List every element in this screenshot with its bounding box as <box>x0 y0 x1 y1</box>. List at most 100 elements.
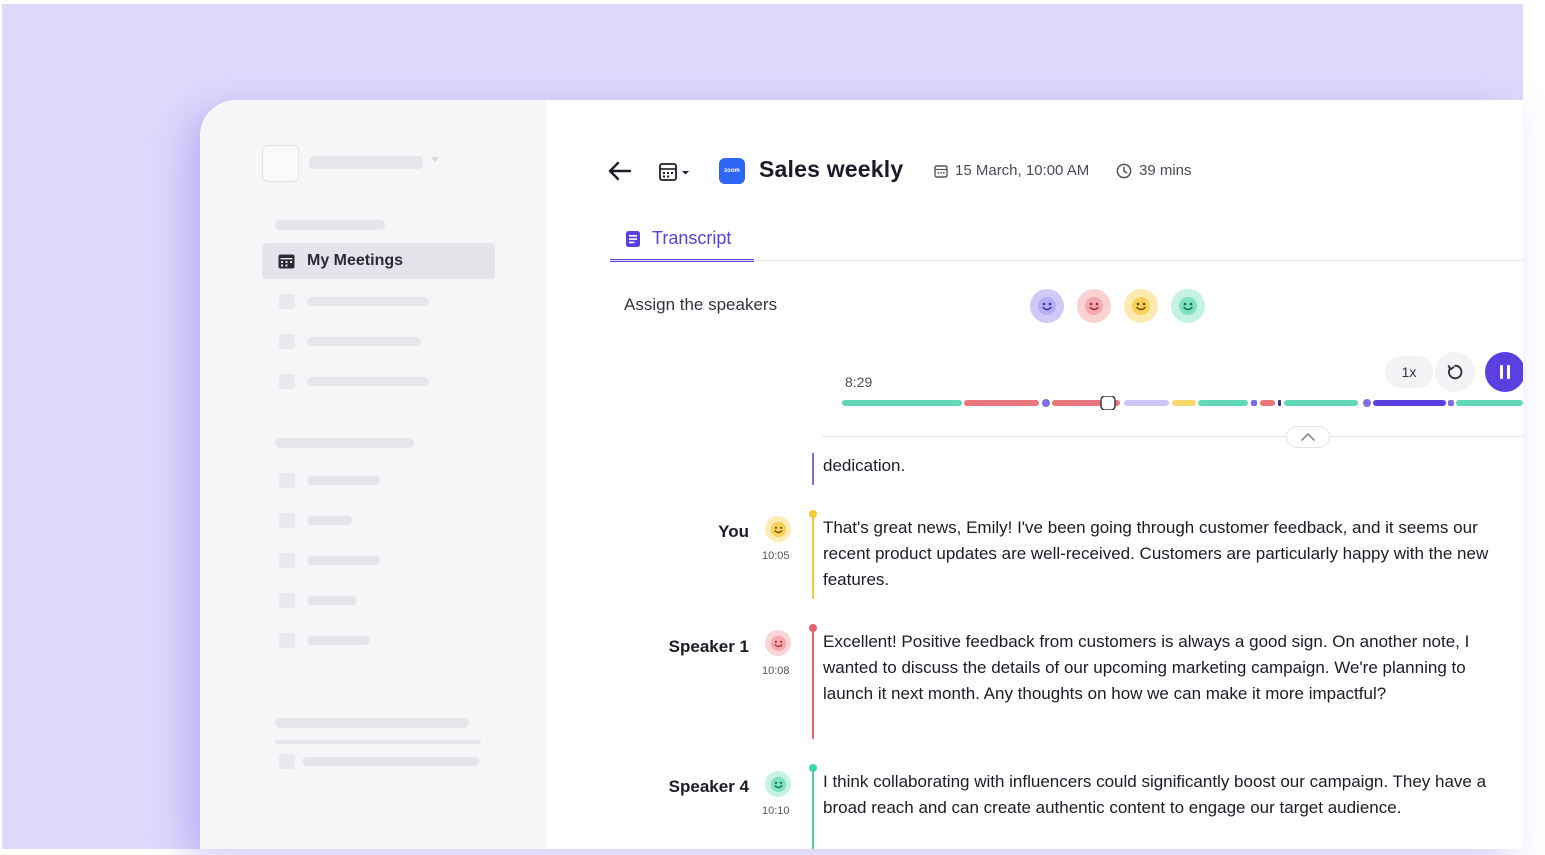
speaker-bar <box>812 769 814 849</box>
smiley-icon <box>1179 297 1197 315</box>
speaker-face-button-yellow[interactable] <box>1124 289 1158 323</box>
timeline-marker <box>1042 399 1050 407</box>
speaker-bar <box>812 453 814 485</box>
transcript-text: I think collaborating with influencers c… <box>823 772 1487 817</box>
transcript-text: Excellent! Positive feedback from custom… <box>823 632 1470 703</box>
sidebar-icon-placeholder <box>279 593 295 608</box>
app-window: My Meetings <box>200 100 1523 849</box>
workspace-caret-icon[interactable] <box>431 157 439 162</box>
transcript-continuation: dedication. <box>823 456 906 475</box>
timeline-segment <box>1456 400 1523 406</box>
pause-button[interactable] <box>1485 352 1523 392</box>
footer-icon-placeholder <box>279 754 295 769</box>
tab-label: Transcript <box>652 228 732 248</box>
chevron-up-icon <box>1301 433 1315 441</box>
sidebar-item-label: My Meetings <box>307 252 404 269</box>
main-content: zoom Sales weekly 15 March, 10:00 AM 39 … <box>546 100 1523 849</box>
speaker-bar <box>812 629 814 739</box>
zoom-logo: zoom <box>719 158 745 184</box>
calendar-icon <box>934 164 948 178</box>
sidebar-icon-placeholder <box>279 553 295 568</box>
rewind-icon <box>1447 364 1463 380</box>
playback-speed-button[interactable]: 1x <box>1385 356 1433 388</box>
footer-placeholder <box>275 718 469 728</box>
smiley-icon <box>770 521 786 537</box>
sidebar-icon-placeholder <box>279 473 295 488</box>
speaker-dot <box>809 624 817 632</box>
timeline-segment <box>1052 400 1104 406</box>
smiley-icon <box>770 776 786 792</box>
timeline-segment <box>842 400 962 406</box>
footer-divider <box>275 740 481 744</box>
sidebar-item-placeholder[interactable] <box>307 636 370 645</box>
workspace-name-placeholder <box>309 156 423 169</box>
speaker-dot <box>809 510 817 518</box>
speaker-timeline[interactable] <box>842 396 1523 410</box>
sidebar-item-placeholder[interactable] <box>307 476 380 485</box>
timeline-segment <box>964 400 1039 406</box>
tab-divider <box>610 260 1523 261</box>
speaker-name[interactable]: Speaker 4 <box>668 777 749 796</box>
speaker-avatar <box>765 771 791 797</box>
smiley-icon <box>1132 297 1150 315</box>
entry-timestamp[interactable]: 10:10 <box>762 805 790 817</box>
meeting-title: Sales weekly <box>759 156 904 182</box>
pause-icon <box>1500 365 1510 379</box>
clock-icon <box>1116 163 1132 178</box>
smiley-icon <box>1038 297 1056 315</box>
sidebar-item-placeholder[interactable] <box>307 516 352 525</box>
sidebar: My Meetings <box>200 100 546 849</box>
collapse-player-button[interactable] <box>1286 426 1330 448</box>
timeline-segment <box>1260 400 1275 406</box>
transcript-text: That's great news, Emily! I've been goin… <box>823 518 1489 589</box>
timeline-marker <box>1363 399 1371 407</box>
smiley-icon <box>770 635 786 651</box>
timeline-playhead[interactable] <box>1100 396 1116 410</box>
timeline-segment <box>1124 400 1169 406</box>
back-arrow-icon[interactable] <box>606 160 634 182</box>
sidebar-item-placeholder[interactable] <box>307 297 429 306</box>
timeline-segment <box>1251 400 1257 406</box>
workspace-avatar[interactable] <box>262 145 299 182</box>
calendar-icon <box>278 254 295 269</box>
sidebar-icon-placeholder <box>279 374 295 389</box>
timeline-segment <box>1172 400 1196 406</box>
speaker-dot <box>809 764 817 772</box>
meeting-date: 15 March, 10:00 AM <box>934 162 1089 179</box>
timeline-segment <box>1278 400 1281 406</box>
entry-timestamp[interactable]: 10:08 <box>762 665 790 677</box>
speaker-name[interactable]: Speaker 1 <box>668 637 749 656</box>
meeting-date-text: 15 March, 10:00 AM <box>955 162 1090 179</box>
tab-transcript[interactable]: Transcript <box>610 218 754 262</box>
section-heading-placeholder <box>275 220 385 230</box>
timeline-segment <box>1448 400 1454 406</box>
sidebar-icon-placeholder <box>279 633 295 648</box>
speaker-name[interactable]: You <box>718 522 749 541</box>
rewind-button[interactable] <box>1435 352 1475 392</box>
calendar-dropdown-icon[interactable] <box>656 162 698 182</box>
speaker-face-button-green[interactable] <box>1171 289 1205 323</box>
sidebar-item-placeholder[interactable] <box>307 556 380 565</box>
sidebar-item-placeholder[interactable] <box>307 337 421 346</box>
assign-speakers-label: Assign the speakers <box>624 295 778 314</box>
speaker-face-button-purple[interactable] <box>1030 289 1064 323</box>
smiley-icon <box>1085 297 1103 315</box>
sidebar-icon-placeholder <box>279 294 295 309</box>
entry-timestamp[interactable]: 10:05 <box>762 550 790 562</box>
speaker-avatar <box>765 516 791 542</box>
zoom-logo-text: zoom <box>724 168 740 174</box>
timeline-segment <box>1198 400 1248 406</box>
sidebar-icon-placeholder <box>279 513 295 528</box>
player-divider <box>822 436 1523 437</box>
speaker-avatar <box>765 630 791 656</box>
footer-item-placeholder[interactable] <box>302 757 479 766</box>
sidebar-item-my-meetings[interactable]: My Meetings <box>262 243 495 279</box>
meeting-duration-text: 39 mins <box>1139 162 1192 179</box>
speaker-bar <box>812 515 814 599</box>
speaker-face-button-red[interactable] <box>1077 289 1111 323</box>
section-heading-placeholder <box>275 438 414 448</box>
sidebar-item-placeholder[interactable] <box>307 596 357 605</box>
playback-time: 8:29 <box>845 374 873 390</box>
document-icon <box>626 230 640 247</box>
sidebar-item-placeholder[interactable] <box>307 377 429 386</box>
